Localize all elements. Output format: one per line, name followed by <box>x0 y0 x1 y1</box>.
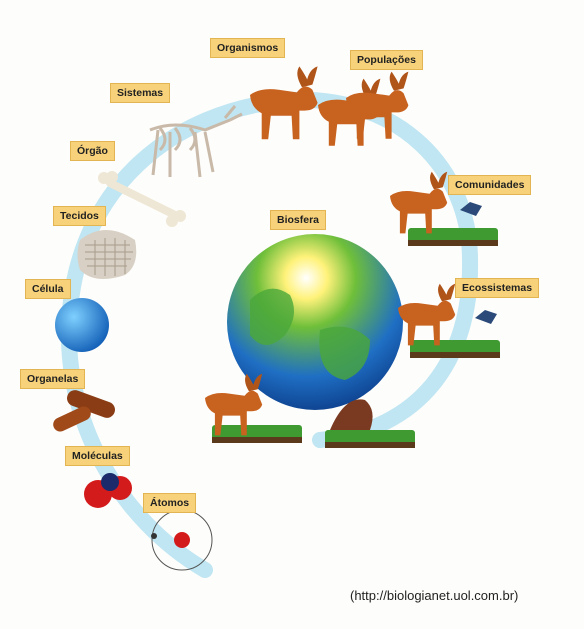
label-moleculas: Moléculas <box>65 446 130 466</box>
ecosystem-scene-illustration <box>398 283 500 358</box>
label-comunidades: Comunidades <box>448 175 532 195</box>
bone-organ-illustration <box>98 171 186 227</box>
population-moose-illustration <box>318 71 409 146</box>
label-organelas: Organelas <box>20 369 86 389</box>
continent-shape <box>250 288 370 380</box>
organism-moose-illustration <box>250 66 318 140</box>
organelle-illustration <box>53 390 115 432</box>
label-atomos: Átomos <box>143 493 197 513</box>
label-orgao: Órgão <box>70 141 115 161</box>
label-celula: Célula <box>25 279 71 299</box>
source-credit: (http://biologianet.uol.com.br) <box>350 588 519 603</box>
molecule-illustration <box>84 473 132 508</box>
community-scene-illustration <box>390 171 498 246</box>
label-ecossistemas: Ecossistemas <box>455 278 540 298</box>
label-sistemas: Sistemas <box>110 83 171 103</box>
biosphere-scene-illustration <box>205 373 415 448</box>
label-organismos: Organismos <box>210 38 286 58</box>
label-biosfera: Biosfera <box>270 210 327 230</box>
label-tecidos: Tecidos <box>53 206 106 226</box>
skeleton-system-illustration <box>149 105 243 178</box>
label-populacoes: Populações <box>350 50 423 70</box>
cell-illustration <box>55 298 109 352</box>
tissue-mesh-illustration <box>77 230 137 279</box>
